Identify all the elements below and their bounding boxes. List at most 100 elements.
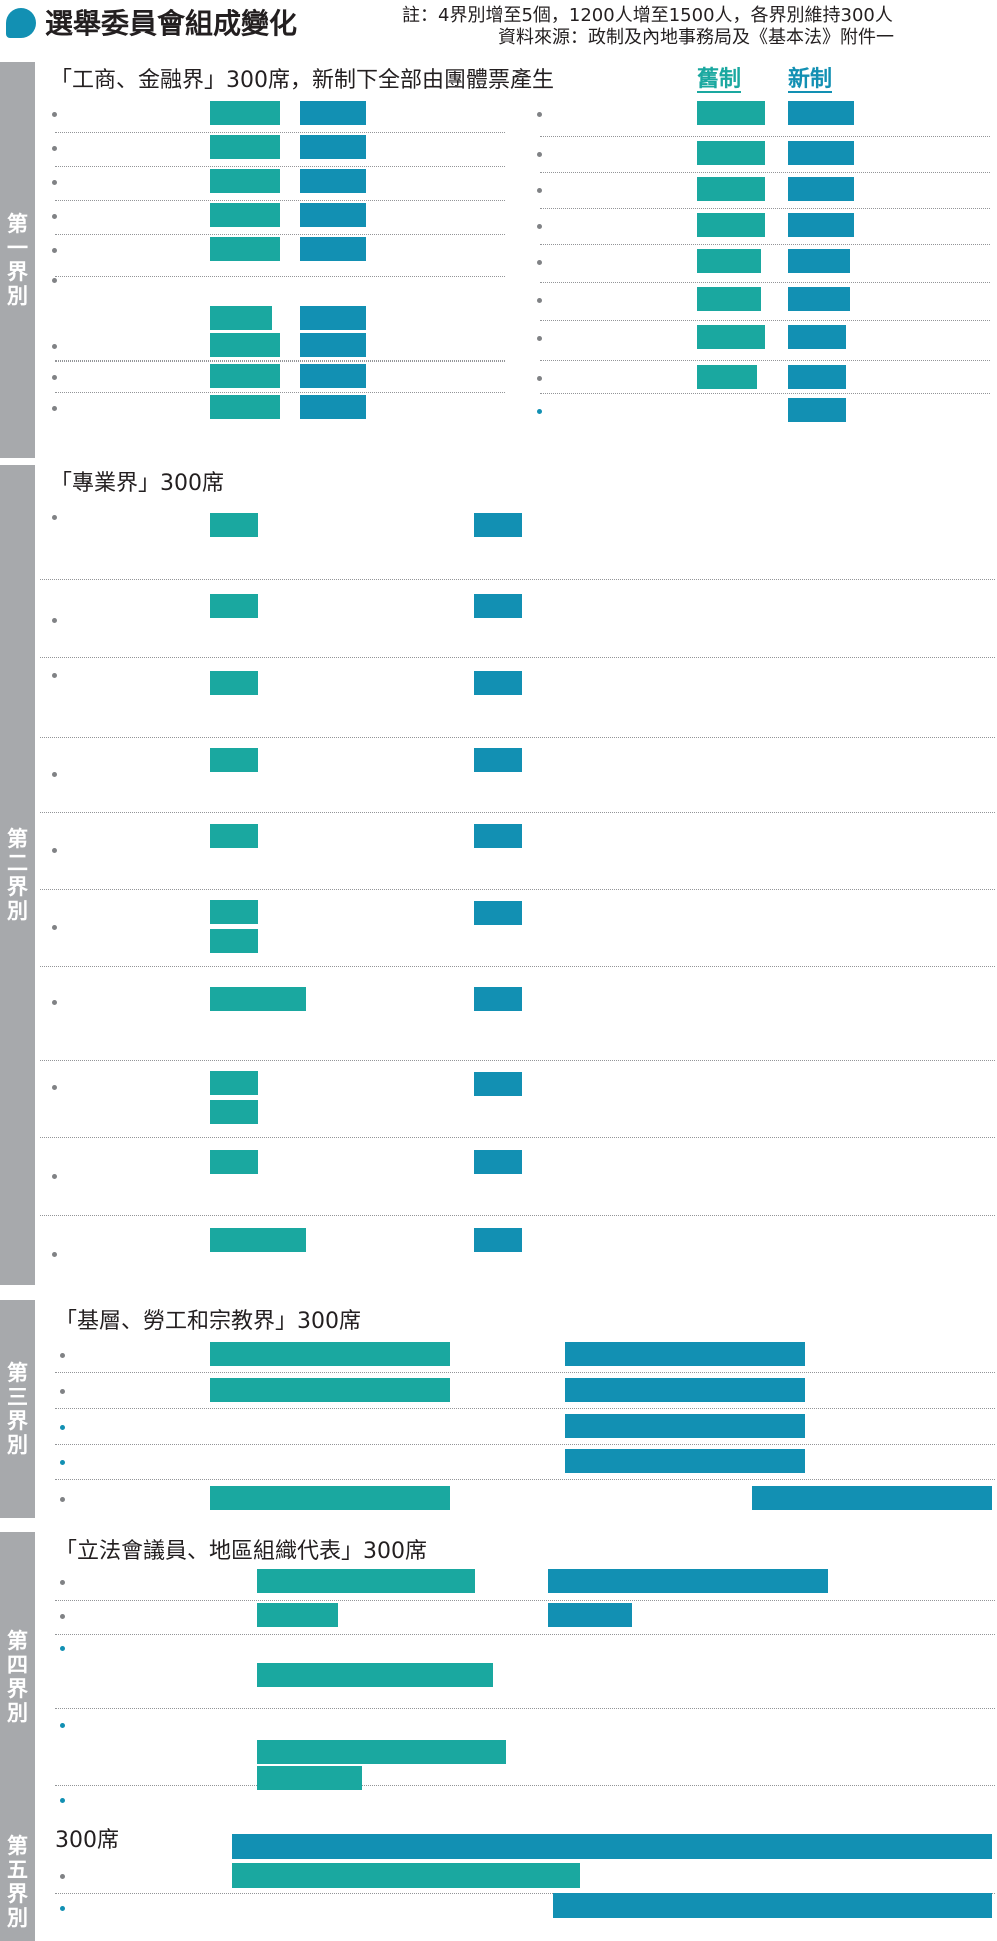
sector-5-heading: 300席 (55, 1828, 119, 1853)
bullet-dot (60, 1614, 65, 1619)
sector1-new-bar (300, 135, 367, 159)
sector4-old-bar (257, 1569, 475, 1593)
bullet-dot (52, 673, 57, 678)
sector2-old-bar (210, 900, 258, 924)
sector1-old-bar (697, 213, 765, 237)
sector3-new-bar (565, 1378, 805, 1402)
bullet-dot (60, 1580, 65, 1585)
row-separator (55, 1479, 995, 1480)
sector1-new-bar (788, 398, 847, 422)
row-separator (55, 1708, 995, 1709)
legend-new: 新制 (788, 67, 833, 94)
bullet-dot (537, 298, 542, 303)
bullet-dot (537, 188, 542, 193)
sector3-old-bar (210, 1378, 450, 1402)
sector2-new-bar (474, 671, 522, 695)
sector3-new-bar (565, 1414, 805, 1438)
bullet-dot (52, 925, 57, 930)
sector1-new-bar (788, 213, 855, 237)
sector-5-label: 第五界別 (0, 1822, 35, 1941)
sector-2-label: 第二界別 (0, 465, 35, 1285)
sector1-old-bar (210, 169, 280, 193)
sector3-new-bar (752, 1486, 992, 1510)
row-separator (55, 1785, 995, 1786)
sector1-old-bar (697, 287, 762, 311)
sector-3-heading: 「基層、勞工和宗教界」300席 (55, 1309, 361, 1334)
sector2-old-bar (210, 1071, 258, 1095)
row-separator (55, 200, 505, 201)
row-separator (40, 966, 995, 967)
sector2-new-bar (474, 987, 522, 1011)
sector1-new-bar (788, 101, 855, 125)
bullet-dot (52, 375, 57, 380)
sector1-old-bar (210, 306, 273, 330)
bullet-dot (537, 224, 542, 229)
sector1-new-bar (300, 101, 367, 125)
bullet-dot (52, 1252, 57, 1257)
bullet-dot (52, 214, 57, 219)
sector4-new-bar (257, 1766, 362, 1790)
sector4-new-bar (548, 1569, 828, 1593)
sector2-old-bar (210, 748, 258, 772)
row-separator (40, 579, 995, 580)
row-separator (540, 244, 990, 245)
sector1-old-bar (210, 333, 280, 357)
sector5-ex-officio-bar (232, 1834, 992, 1859)
bullet-dot (60, 1497, 65, 1502)
row-separator (540, 208, 990, 209)
sector-4-heading: 「立法會議員、地區組織代表」300席 (55, 1539, 427, 1564)
row-separator (55, 132, 505, 133)
row-separator (55, 166, 505, 167)
row-separator (540, 320, 990, 321)
sector2-new-bar (474, 1228, 522, 1252)
bullet-dot (60, 1425, 65, 1430)
bullet-dot (537, 376, 542, 381)
bullet-dot (537, 152, 542, 157)
sector-1-label: 第一界別 (0, 62, 35, 458)
row-separator (40, 1137, 995, 1138)
sector1-old-bar (697, 177, 765, 201)
sector2-old-bar-2 (210, 1100, 258, 1124)
sector-1-heading: 「工商、金融界」300席，新制下全部由團體票產生 (50, 68, 554, 93)
header-source: 資料來源：政制及內地事務局及《基本法》附件一 (498, 27, 894, 48)
row-separator (55, 1372, 995, 1373)
bullet-dot (52, 1000, 57, 1005)
bullet-dot (52, 146, 57, 151)
page-title: 選舉委員會組成變化 (45, 7, 298, 40)
sector2-old-bar (210, 1150, 258, 1174)
sector1-new-bar (788, 141, 855, 165)
sector1-old-bar (210, 395, 280, 419)
sector1-new-bar (788, 177, 855, 201)
sector2-old-bar (210, 671, 258, 695)
row-separator (55, 276, 505, 277)
bullet-dot (52, 617, 57, 623)
sector2-old-bar (210, 593, 258, 618)
sector2-new-bar (474, 901, 522, 925)
sector1-old-bar (697, 249, 762, 273)
sector1-new-bar (300, 237, 367, 261)
sector3-old-bar (210, 1342, 450, 1366)
sector5-old-bar (232, 1863, 580, 1888)
row-separator (540, 282, 990, 283)
sector1-new-bar (300, 203, 367, 227)
sector1-new-bar (300, 333, 367, 357)
sector-2-heading: 「專業界」300席 (50, 471, 224, 496)
sector1-new-bar (788, 287, 851, 311)
sector3-new-bar (565, 1449, 805, 1473)
sector2-new-bar (474, 513, 522, 537)
bullet-dot (52, 406, 57, 411)
row-separator (55, 1893, 995, 1894)
header-note: 註：4界別增至5個，1200人增至1500人，各界別維持300人 (402, 5, 893, 26)
bullet-dot (52, 180, 57, 185)
sector1-old-bar (210, 203, 280, 227)
sector2-new-bar (474, 1072, 522, 1096)
bullet-dot (60, 1798, 65, 1803)
bullet-dot (60, 1460, 65, 1465)
bullet-dot (60, 1723, 65, 1728)
sector2-new-bar (474, 748, 522, 772)
bullet-dot (60, 1874, 65, 1879)
sector3-old-bar (210, 1486, 450, 1510)
sector-4-label: 第四界別 (0, 1532, 35, 1822)
sector1-old-bar (697, 101, 765, 125)
sector1-old-bar (697, 365, 758, 389)
